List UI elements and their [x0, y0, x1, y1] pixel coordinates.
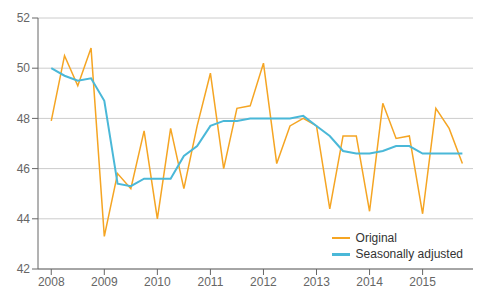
html-text:Original: Original: [355, 231, 397, 245]
svg-text:2012: 2012: [250, 275, 277, 289]
svg-text:2014: 2014: [356, 275, 383, 289]
svg-text:48: 48: [17, 112, 31, 126]
svg-text:50: 50: [17, 61, 31, 75]
svg-text:52: 52: [17, 11, 31, 25]
html-text:Seasonally adjusted: Seasonally adjusted: [355, 247, 463, 261]
svg-text:2008: 2008: [38, 275, 65, 289]
svg-text:44: 44: [17, 212, 31, 226]
svg-text:2009: 2009: [91, 275, 118, 289]
svg-text:46: 46: [17, 162, 31, 176]
svg-text:2011: 2011: [198, 275, 224, 289]
svg-text:2010: 2010: [144, 275, 171, 289]
svg-text:2013: 2013: [303, 275, 330, 289]
svg-text:42: 42: [17, 262, 31, 276]
svg-text:2015: 2015: [409, 275, 436, 289]
